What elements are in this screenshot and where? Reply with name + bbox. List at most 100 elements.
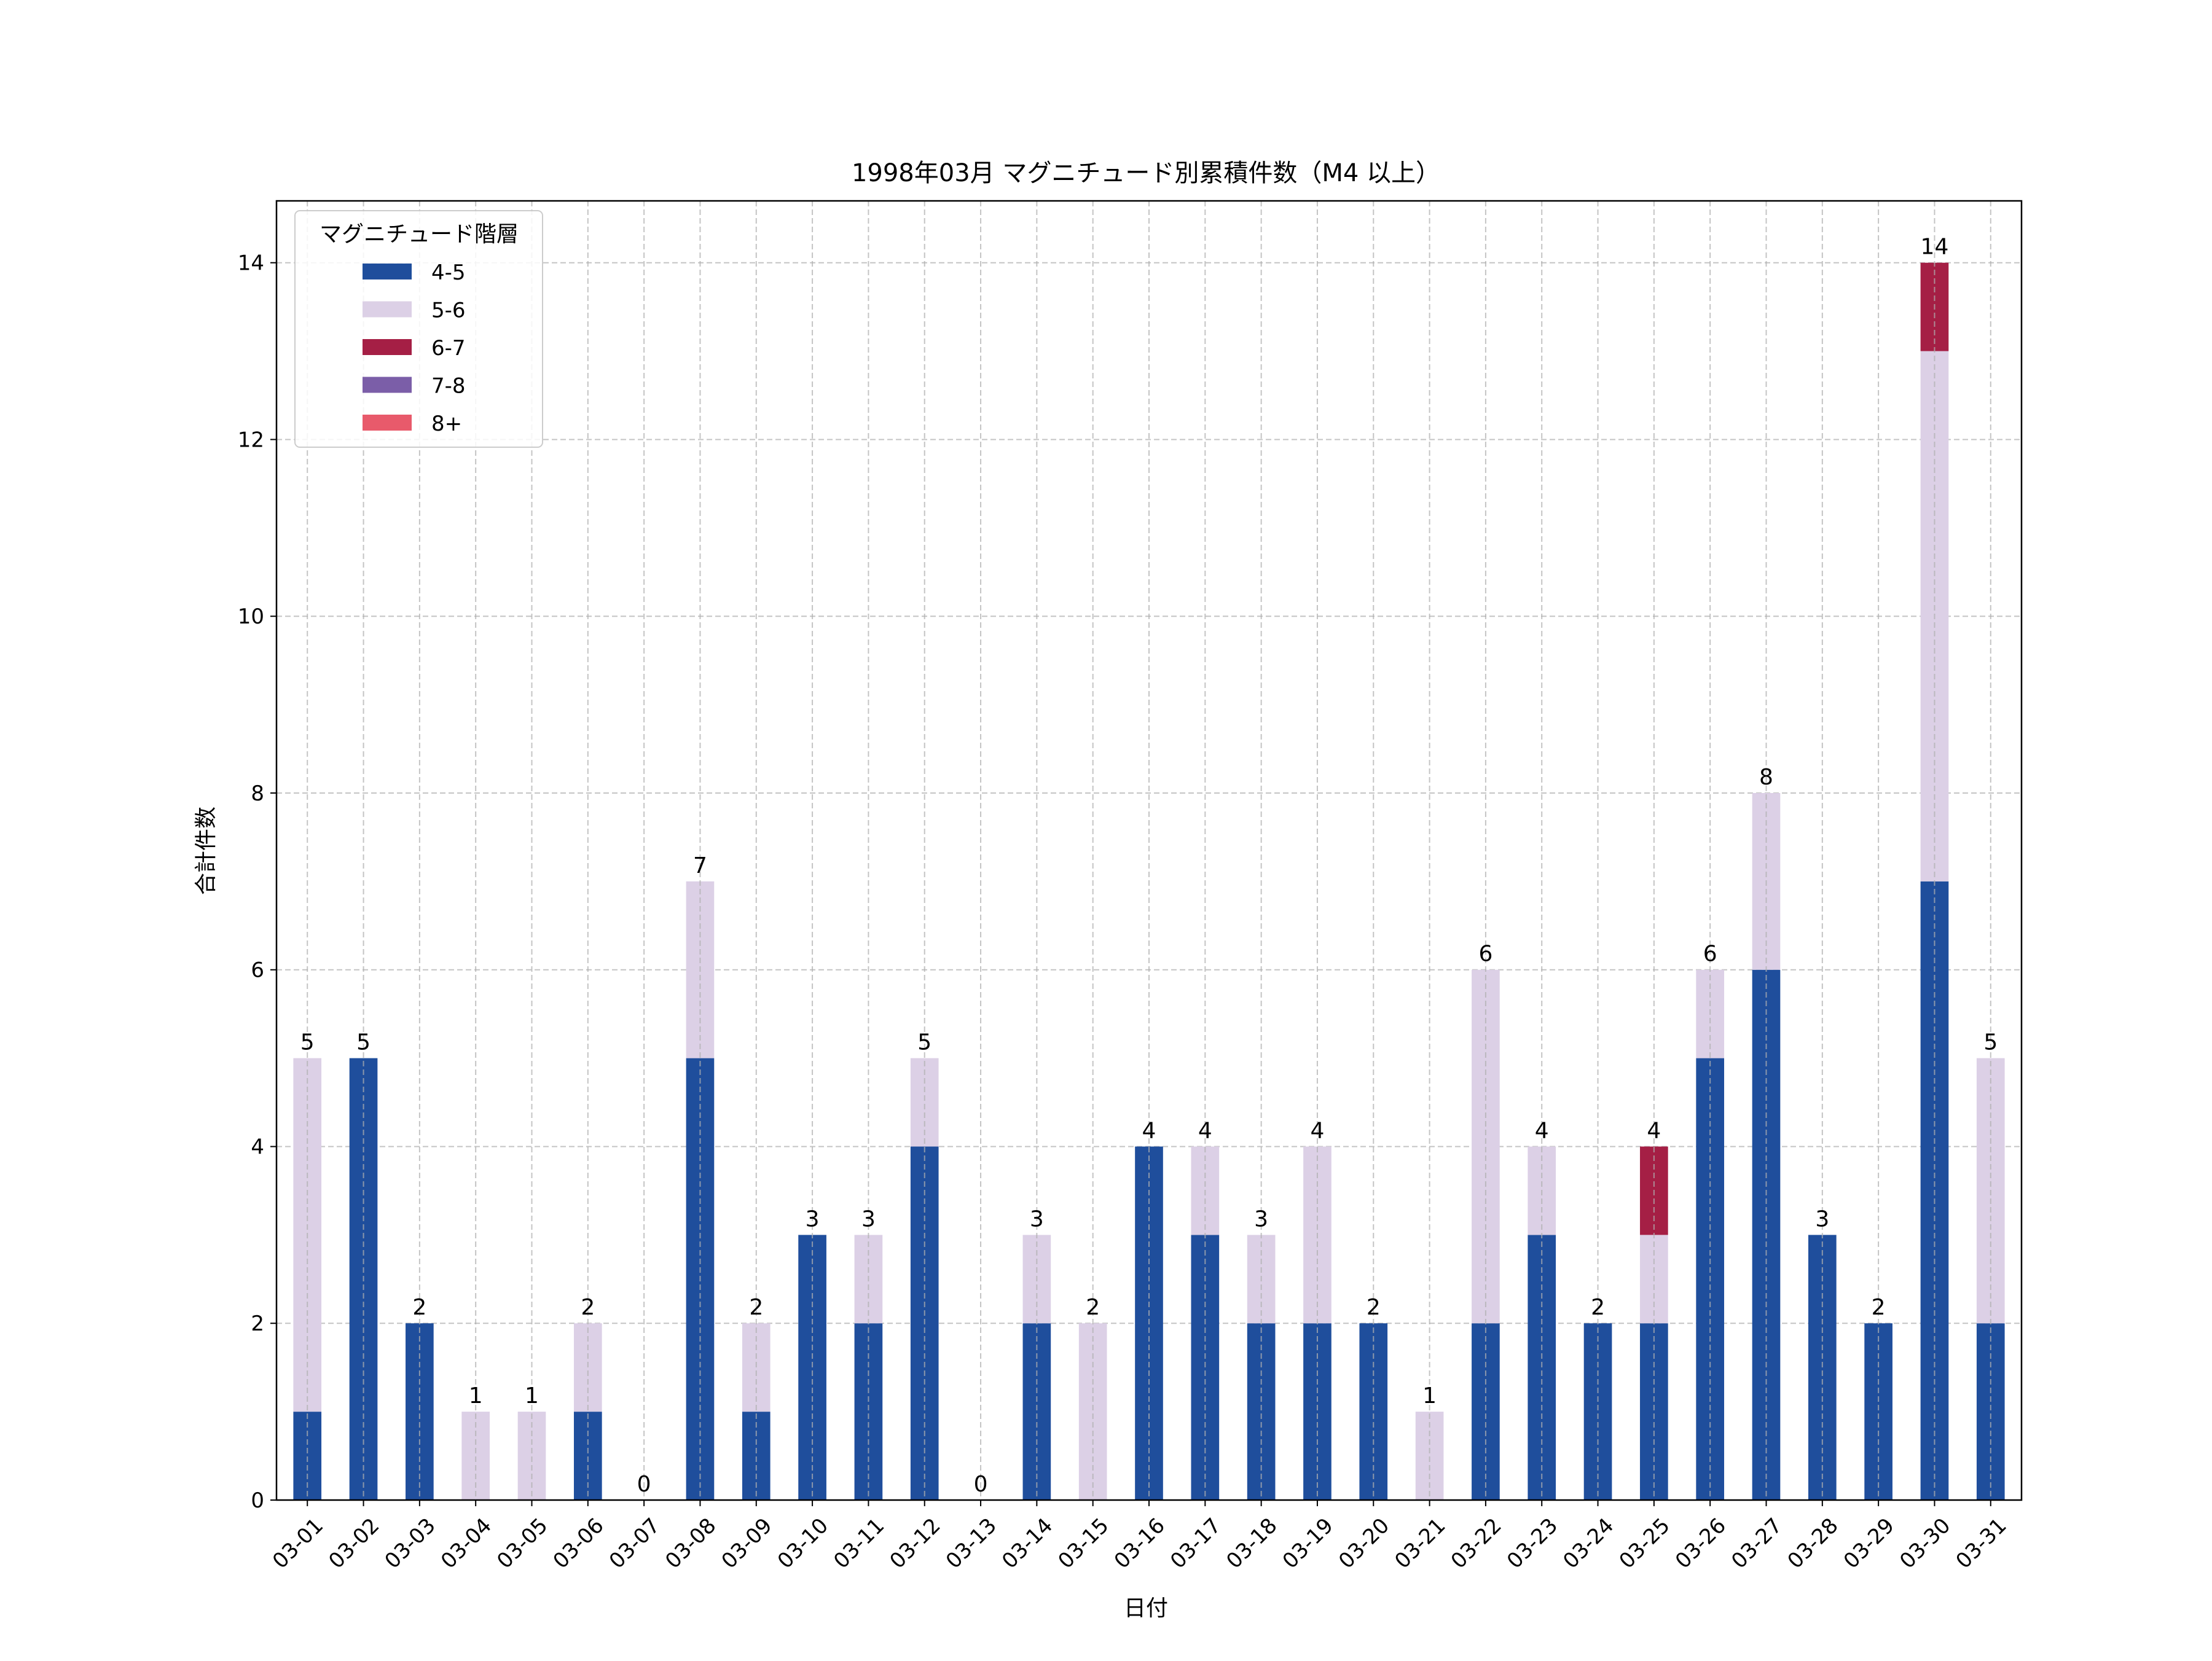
x-tick-label: 03-02: [324, 1514, 384, 1574]
x-tick-label: 03-05: [492, 1514, 552, 1574]
bar-segment-4-5: [1864, 1323, 1892, 1500]
legend-swatch-5-6: [363, 301, 412, 318]
legend-label-4-5: 4-5: [431, 260, 466, 285]
x-tick-label: 03-27: [1727, 1514, 1787, 1574]
x-tick-label: 03-20: [1334, 1514, 1394, 1574]
total-data-label: 4: [1311, 1118, 1325, 1143]
x-tick-label: 03-28: [1783, 1514, 1843, 1574]
legend-items: 4-5 5-6 6-7 7-8 8+: [363, 260, 466, 436]
y-tick-label: 12: [238, 428, 264, 452]
total-data-label: 1: [1422, 1383, 1437, 1409]
total-data-label: 7: [693, 853, 707, 878]
y-tick-label: 6: [251, 958, 264, 983]
total-data-label: 2: [1591, 1295, 1605, 1320]
total-data-label: 0: [637, 1472, 651, 1497]
bar-segment-4-5: [1022, 1323, 1051, 1500]
y-axis-label: 合計件数: [194, 807, 219, 895]
total-data-label: 8: [1759, 765, 1773, 790]
x-tick-label: 03-19: [1278, 1514, 1338, 1574]
legend-frame: [294, 210, 543, 448]
y-tick-label: 8: [251, 781, 264, 806]
bar-segment-4-5: [1472, 1323, 1500, 1500]
x-axis-label: 日付: [1124, 1596, 1168, 1621]
y-tick-label: 10: [238, 604, 264, 629]
legend-swatch-8+: [363, 415, 412, 431]
y-tick-label: 4: [251, 1135, 264, 1159]
x-tick-label: 03-18: [1222, 1514, 1282, 1574]
bar-segment-4-5: [1359, 1323, 1388, 1500]
legend-label-7-8: 7-8: [431, 374, 466, 399]
total-data-label: 2: [581, 1295, 595, 1320]
x-tick-label: 03-09: [717, 1514, 777, 1574]
x-tick-label: 03-22: [1446, 1514, 1507, 1574]
total-data-label: 3: [806, 1206, 820, 1232]
x-tick-label: 03-31: [1951, 1514, 2012, 1574]
y-tick-label: 0: [251, 1488, 264, 1513]
total-data-label: 2: [412, 1295, 426, 1320]
x-tick-label: 03-13: [941, 1514, 1002, 1574]
x-tick-label: 03-15: [1053, 1514, 1113, 1574]
bar-segment-4-5: [1640, 1323, 1668, 1500]
x-tick-label: 03-16: [1110, 1514, 1170, 1574]
x-tick-label: 03-25: [1615, 1514, 1675, 1574]
legend-label-5-6: 5-6: [431, 299, 466, 323]
y-tick-label: 2: [251, 1311, 264, 1336]
total-data-label: 3: [1254, 1206, 1268, 1232]
bar-segment-4-5: [1583, 1323, 1612, 1500]
total-data-label: 3: [1030, 1206, 1044, 1232]
legend-swatch-4-5: [363, 264, 412, 279]
x-tick-label: 03-29: [1839, 1514, 1899, 1574]
total-data-label: 2: [749, 1295, 763, 1320]
bar-segment-4-5: [1303, 1323, 1332, 1500]
total-data-label: 6: [1703, 942, 1717, 967]
total-data-label: 2: [1367, 1295, 1381, 1320]
total-data-label: 1: [525, 1383, 539, 1409]
label-layer: 5 5 2 1 1 2 0 7 2 3 3 5 0 3 2 4 4 3 4 2 1 6 4 2 4 6 8 3 2 14 5: [300, 201, 1998, 1500]
total-data-label: 5: [917, 1030, 931, 1055]
y-tick-label: 14: [238, 251, 264, 276]
x-tick-label: 03-01: [268, 1514, 328, 1574]
legend-swatch-6-7: [363, 339, 412, 355]
x-tick-label: 03-11: [829, 1514, 889, 1574]
bar-segment-4-5: [1976, 1323, 2005, 1500]
x-tick-label: 03-30: [1895, 1514, 1955, 1574]
bar-segment-4-5: [854, 1323, 883, 1500]
x-tick-label: 03-07: [605, 1514, 665, 1574]
chart-title: 1998年03月 マグニチュード別累積件数（M4 以上）: [852, 159, 1440, 187]
bar-segment-4-5: [406, 1323, 434, 1500]
bar-segment-4-5: [1247, 1323, 1276, 1500]
total-data-label: 5: [1983, 1030, 1998, 1055]
x-tick-label: 03-23: [1502, 1514, 1563, 1574]
total-data-label: 4: [1142, 1118, 1156, 1143]
total-data-label: 14: [1921, 235, 1949, 260]
x-tick-label: 03-04: [436, 1514, 496, 1574]
legend-label-6-7: 6-7: [431, 336, 466, 361]
x-tick-label: 03-08: [661, 1514, 721, 1574]
x-tick-label: 03-24: [1558, 1514, 1618, 1574]
total-data-label: 3: [1815, 1206, 1829, 1232]
total-data-label: 5: [300, 1030, 315, 1055]
total-data-label: 6: [1478, 942, 1492, 967]
x-tick-label: 03-14: [997, 1514, 1057, 1574]
x-tick-label: 03-03: [380, 1514, 441, 1574]
x-tick-label: 03-06: [549, 1514, 609, 1574]
legend-title: マグニチュード階層: [320, 222, 519, 247]
total-data-label: 4: [1535, 1118, 1549, 1143]
total-data-label: 1: [469, 1383, 483, 1409]
total-data-label: 2: [1086, 1295, 1100, 1320]
bar-segment-5-6: [1078, 1323, 1107, 1500]
total-data-label: 5: [356, 1030, 371, 1055]
total-data-label: 2: [1872, 1295, 1886, 1320]
total-data-label: 4: [1198, 1118, 1212, 1143]
legend: マグニチュード階層 4-5 5-6 6-7 7-8 8+: [294, 210, 543, 448]
x-tick-label: 03-12: [885, 1514, 945, 1574]
total-data-label: 4: [1647, 1118, 1661, 1143]
x-tick-label: 03-17: [1166, 1514, 1226, 1574]
x-tick-label: 03-10: [773, 1514, 833, 1574]
legend-swatch-7-8: [363, 377, 412, 393]
x-tick-label: 03-21: [1390, 1514, 1450, 1574]
total-data-label: 3: [861, 1206, 876, 1232]
legend-label-8+: 8+: [431, 412, 462, 436]
